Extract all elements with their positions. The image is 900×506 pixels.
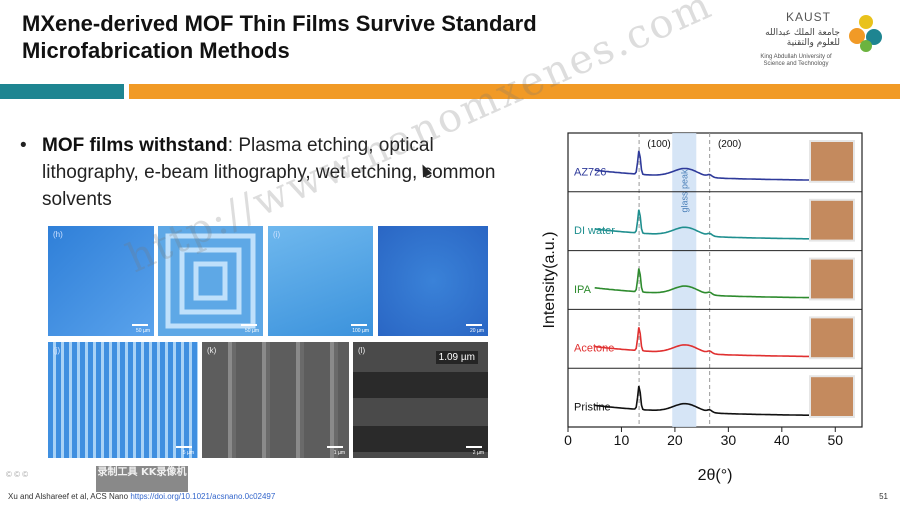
scale-text: 5 µm [182,450,194,456]
x-axis-label: 2θ(°) [698,467,733,484]
scale-bar [466,324,482,326]
scale-text: 2 µm [472,450,484,456]
sem-band [353,372,488,398]
slide-title: MXene-derived MOF Thin Films Survive Sta… [22,11,537,63]
scale-bar [241,324,257,326]
series-line-az726 [594,150,836,182]
glass-peak-band [672,133,697,427]
series-label: AZ726 [574,166,606,178]
chart-layer: glass peak (100) (200) AZ726 DI water IPA Acet… [564,133,862,448]
x-tick-label: 10 [614,432,630,448]
series-line-di-water [594,209,836,240]
scale-bar [327,446,343,448]
scale-text: 100 µm [352,328,369,334]
series-line-ipa [594,268,836,299]
micrograph-grid: (h) 50 µm 50 µm (i) 100 µm 20 µm (j) 5 µ… [48,226,488,458]
bullet-rest: : Plasma etching, optical lithography, e… [42,135,496,210]
sample-photo [809,198,855,242]
sample-photo [809,375,855,418]
sample-photo [809,257,855,301]
bullet-dot: • [20,135,27,156]
x-tick-label: 50 [827,432,843,448]
series-label: Pristine [574,402,611,414]
micrograph-j: (j) 5 µm [48,342,198,458]
x-tick-label: 0 [564,432,572,448]
x-tick-label: 30 [721,432,737,448]
micrograph-blue: 20 µm [378,226,488,336]
corner-mark: © © © [6,470,29,479]
sem-band [353,426,488,452]
micrograph-l: (l) 1.09 µm 2 µm [353,342,488,458]
series-line-pristine [594,385,836,417]
series-label: DI water [574,225,615,237]
page-number: 51 [879,492,888,501]
scale-bar [466,446,482,448]
citation-link[interactable]: https://doi.org/10.1021/acsnano.0c02497 [130,492,276,501]
panel-label: (i) [273,230,281,239]
citation-authors: Xu and Alshareef et al, ACS Nano [8,492,129,501]
xrd-chart: Intensity(a.u.) 2θ(°) glass peak (100) (20… [541,132,863,484]
panel-label: (h) [53,230,63,239]
scale-text: 1 µm [333,450,345,456]
concentric-squares-pattern [165,233,256,329]
scale-text: 50 µm [136,328,150,334]
logo-english-text: King Abdullah University of Science and … [744,54,848,68]
micrograph-k: (k) 1 µm [202,342,349,458]
y-axis-label: Intensity(a.u.) [541,232,558,329]
series-line-acetone [594,327,836,358]
bullet-point: • MOF films withstand: Plasma etching, o… [20,132,520,213]
header-bar-orange [129,84,900,99]
micrograph-h: (h) 50 µm [48,226,154,336]
kaust-mark-icon [849,15,882,52]
kaust-logo: KAUST جامعة الملك عبدالله للعلوم والتقني… [742,6,892,76]
peak-label: (200) [718,139,741,150]
sample-photo [809,316,855,360]
panel-label: (l) [358,346,366,355]
citation: Xu and Alshareef et al, ACS Nano https:/… [8,492,275,501]
micrograph-i: (i) 100 µm [268,226,373,336]
scale-bar [176,446,192,448]
x-tick-label: 20 [667,432,683,448]
logo-english-line1: King Abdullah University of [760,54,832,60]
panel-label: (k) [207,346,217,355]
peak-label: (100) [647,139,670,150]
sample-photo [809,140,855,183]
series-label: IPA [574,284,592,296]
header-bar-teal [0,84,124,99]
panel-label: (j) [53,346,61,355]
scale-bar [351,324,367,326]
scale-bar [132,324,148,326]
micrograph-squares: 50 µm [158,226,263,336]
recorder-stamp: 录制工具 KK录像机 [96,466,188,492]
logo-name: KAUST [786,10,832,24]
bullet-bold: MOF films withstand [42,135,228,156]
series-label: Acetone [574,343,614,355]
measurement-label: 1.09 µm [435,351,478,364]
logo-arabic-text: جامعة الملك عبدالله للعلوم والتقنية [765,28,840,48]
x-tick-label: 40 [774,432,790,448]
logo-english-line2: Science and Technology [763,61,829,67]
glass-peak-label: glass peak [679,169,689,213]
scale-text: 50 µm [245,328,259,334]
bullet-text: MOF films withstand: Plasma etching, opt… [42,132,520,213]
scale-text: 20 µm [470,328,484,334]
